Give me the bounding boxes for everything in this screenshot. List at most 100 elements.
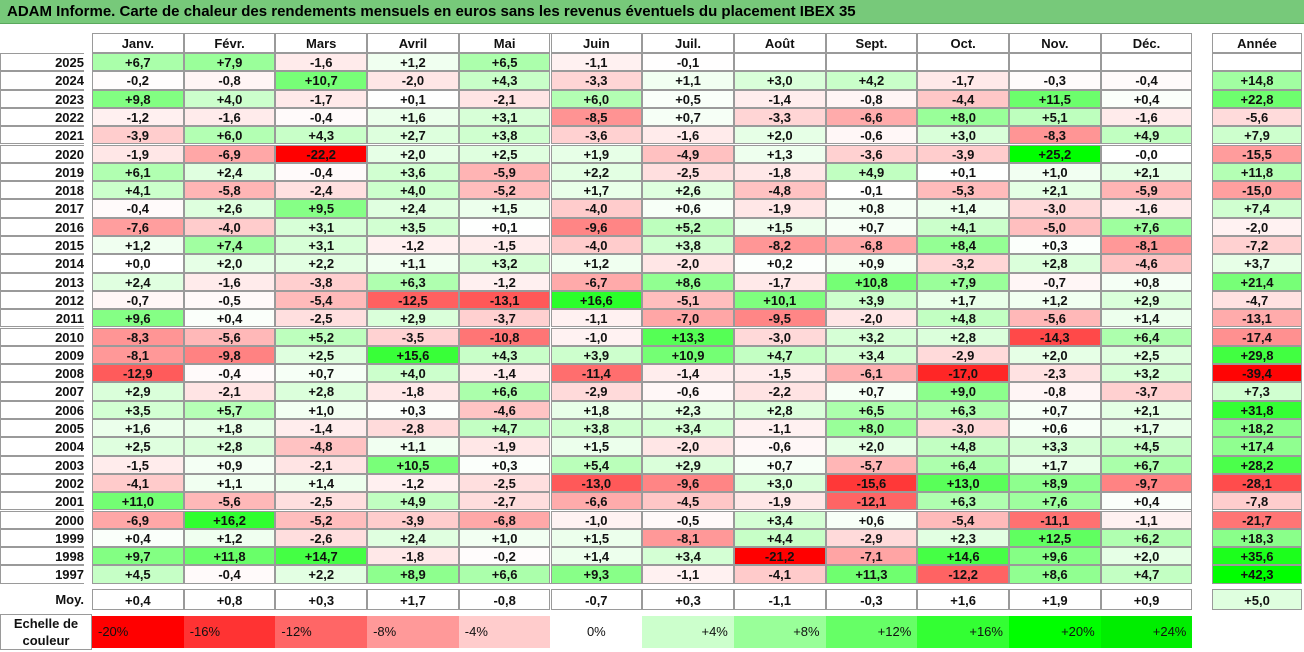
heatmap-cell: -1,8: [733, 162, 826, 182]
annual-cell: -21,7: [1212, 510, 1302, 529]
average-cell: +0,3: [275, 589, 368, 610]
heatmap-cell: -1,6: [183, 107, 276, 127]
annual-cell: +29,8: [1212, 345, 1302, 365]
heatmap-cell: -2,1: [183, 382, 276, 401]
heatmap-cell: -7,1: [825, 547, 918, 566]
month-header: Mars: [275, 33, 368, 53]
heatmap-cell: +3,0: [733, 71, 826, 90]
heatmap-cell: -1,8: [367, 547, 459, 566]
heatmap-cell: +0,6: [642, 199, 734, 218]
annual-cell: +11,8: [1212, 162, 1302, 182]
annual-cell: +18,3: [1212, 528, 1302, 548]
year-label: 2020: [0, 144, 84, 163]
heatmap-cell: +0,4: [183, 309, 276, 328]
heatmap-cell: -1,7: [275, 89, 368, 108]
heatmap-cell: +4,3: [275, 126, 368, 145]
average-cell: +0,9: [1100, 589, 1193, 610]
heatmap-cell: +2,2: [550, 162, 643, 182]
average-cell: +0,4: [92, 589, 184, 610]
heatmap-cell: +1,2: [367, 53, 459, 72]
heatmap-cell: +16,6: [550, 290, 643, 310]
heatmap-cell: -3,7: [1100, 382, 1193, 401]
heatmap-cell: +6,7: [92, 53, 184, 72]
heatmap-cell: [825, 53, 918, 72]
heatmap-cell: -2,2: [733, 382, 826, 401]
heatmap-cell: -1,5: [733, 364, 826, 383]
heatmap-cell: -2,0: [825, 309, 918, 328]
heatmap-cell: +3,6: [367, 162, 459, 182]
heatmap-cell: -12,1: [825, 492, 918, 511]
heatmap-cell: +3,8: [642, 236, 734, 255]
heatmap-cell: -6,6: [825, 107, 918, 127]
year-label: 2004: [0, 437, 84, 456]
heatmap-cell: +3,8: [550, 419, 643, 438]
heatmap-cell: +6,4: [917, 455, 1009, 474]
heatmap-cell: -1,0: [550, 327, 643, 346]
heatmap-cell: +4,7: [458, 419, 551, 438]
heatmap-cell: +4,4: [733, 528, 826, 548]
annual-cell: +31,8: [1212, 400, 1302, 419]
heatmap-cell: +2,9: [92, 382, 184, 401]
heatmap-cell: -1,7: [917, 71, 1009, 90]
heatmap-cell: +1,2: [1009, 290, 1101, 310]
heatmap-cell: -5,9: [458, 162, 551, 182]
heatmap-cell: -3,3: [550, 71, 643, 90]
heatmap-cell: -3,0: [917, 419, 1009, 438]
heatmap-cell: +0,9: [183, 455, 276, 474]
heatmap-cell: -1,0: [550, 510, 643, 529]
heatmap-cell: +2,0: [1100, 547, 1193, 566]
heatmap-cell: +15,6: [367, 345, 459, 365]
color-scale-swatch: -4%: [458, 616, 551, 648]
heatmap-cell: -1,9: [733, 492, 826, 511]
heatmap-cell: -9,6: [550, 217, 643, 236]
heatmap-cell: -2,9: [550, 382, 643, 401]
heatmap-cell: +2,5: [275, 345, 368, 365]
annual-cell: +42,3: [1212, 565, 1302, 584]
color-scale-swatch: -16%: [183, 616, 276, 648]
heatmap-cell: +0,7: [825, 217, 918, 236]
heatmap-cell: +2,4: [183, 162, 276, 182]
heatmap-cell: [1009, 53, 1101, 72]
heatmap-cell: -8,1: [1100, 236, 1193, 255]
heatmap-cell: +2,1: [1100, 400, 1193, 419]
heatmap-cell: -2,8: [367, 419, 459, 438]
heatmap-cell: +1,5: [550, 437, 643, 456]
heatmap-cell: +12,5: [1009, 528, 1101, 548]
heatmap-cell: -1,1: [550, 53, 643, 72]
color-scale-swatch: +8%: [733, 616, 826, 648]
heatmap-cell: -11,1: [1009, 510, 1101, 529]
heatmap-cell: +25,2: [1009, 144, 1101, 163]
heatmap-cell: +0,1: [367, 89, 459, 108]
year-label: 2011: [0, 309, 84, 328]
heatmap-cell: +2,0: [825, 437, 918, 456]
annual-cell: -13,1: [1212, 309, 1302, 328]
month-header: Mai: [458, 33, 551, 53]
year-label: 2012: [0, 290, 84, 310]
heatmap-cell: +3,5: [92, 400, 184, 419]
heatmap-cell: -1,2: [367, 236, 459, 255]
heatmap-cell: +1,4: [550, 547, 643, 566]
heatmap-cell: -0,3: [1009, 71, 1101, 90]
heatmap-cell: +3,1: [275, 217, 368, 236]
heatmap-cell: +3,1: [275, 236, 368, 255]
heatmap-cell: +1,7: [550, 181, 643, 200]
heatmap-cell: +2,3: [642, 400, 734, 419]
heatmap-cell: +13,0: [917, 473, 1009, 493]
year-label: 2007: [0, 382, 84, 401]
heatmap-cell: -4,0: [550, 199, 643, 218]
heatmap-cell: -9,8: [183, 345, 276, 365]
heatmap-cell: -1,6: [275, 53, 368, 72]
heatmap-cell: +0,4: [92, 528, 184, 548]
heatmap-cell: +2,8: [733, 400, 826, 419]
heatmap-cell: -1,9: [733, 199, 826, 218]
heatmap-cell: +4,5: [92, 565, 184, 584]
heatmap-cell: +4,7: [1100, 565, 1193, 584]
heatmap-cell: +6,6: [458, 565, 551, 584]
month-header: Déc.: [1100, 33, 1193, 53]
heatmap-cell: +10,8: [825, 272, 918, 291]
heatmap-cell: +0,6: [825, 510, 918, 529]
heatmap-cell: +6,3: [917, 492, 1009, 511]
heatmap-cell: +2,6: [642, 181, 734, 200]
heatmap-cell: +2,4: [92, 272, 184, 291]
heatmap-cell: +8,6: [1009, 565, 1101, 584]
